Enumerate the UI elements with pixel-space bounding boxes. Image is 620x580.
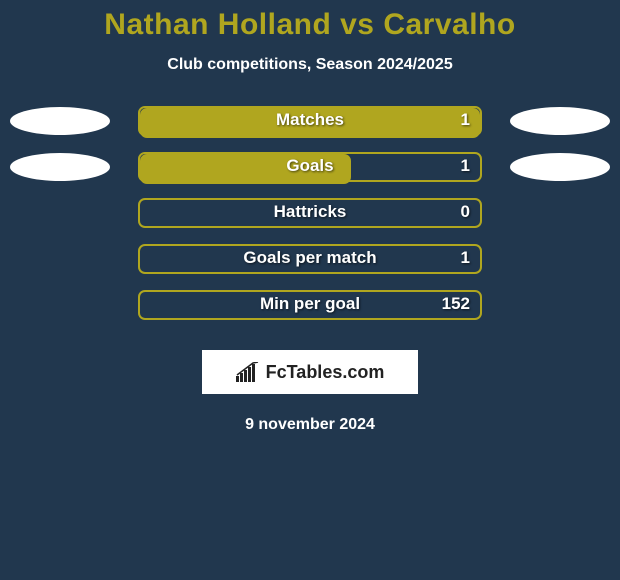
page-title: Nathan Holland vs Carvalho xyxy=(0,0,620,42)
page-subtitle: Club competitions, Season 2024/2025 xyxy=(0,56,620,74)
stat-bar-track xyxy=(138,198,482,228)
chart-bars-icon xyxy=(236,362,260,382)
stat-row: Matches1 xyxy=(0,98,620,144)
stat-bar-fill xyxy=(140,108,480,138)
stat-row: Hattricks0 xyxy=(0,190,620,236)
stat-row: Min per goal152 xyxy=(0,282,620,328)
date-text: 9 november 2024 xyxy=(0,416,620,434)
stat-row: Goals per match1 xyxy=(0,236,620,282)
stat-bar-track xyxy=(138,244,482,274)
stat-bar-fill xyxy=(140,154,351,184)
left-ellipse xyxy=(10,107,110,135)
stat-bar-track xyxy=(138,152,482,182)
left-ellipse xyxy=(10,153,110,181)
right-ellipse xyxy=(510,153,610,181)
logo-box: FcTables.com xyxy=(202,350,418,394)
comparison-infographic: Nathan Holland vs Carvalho Club competit… xyxy=(0,0,620,580)
stat-row: Goals1 xyxy=(0,144,620,190)
right-ellipse xyxy=(510,107,610,135)
stat-bar-track xyxy=(138,290,482,320)
stat-rows: Matches1Goals1Hattricks0Goals per match1… xyxy=(0,98,620,328)
stat-bar-track xyxy=(138,106,482,136)
logo-text: FcTables.com xyxy=(266,362,385,383)
